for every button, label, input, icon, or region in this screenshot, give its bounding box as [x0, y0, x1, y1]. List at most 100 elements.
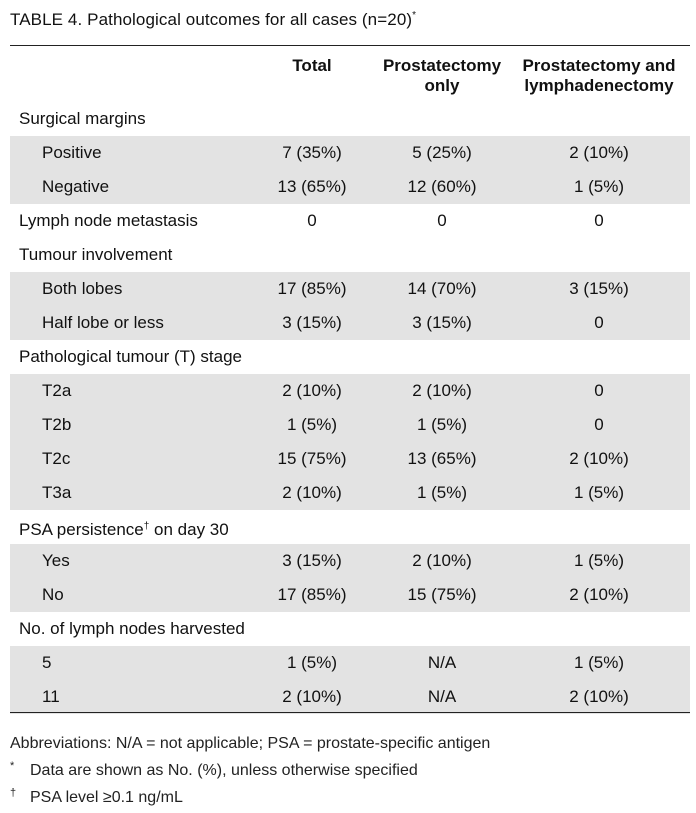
- row-label-text: T2a: [42, 381, 72, 400]
- cell-prostatectomy-only: 12 (60%): [407, 177, 477, 196]
- row-label: T2a: [42, 374, 71, 408]
- cell-prostatectomy-only: 14 (70%): [407, 279, 477, 298]
- row-label: Both lobes: [42, 272, 122, 306]
- cell-prostatectomy-only: 5 (25%): [412, 143, 472, 162]
- header-total: Total: [250, 56, 374, 76]
- cell-prostatectomy-lymphadenectomy: 2 (10%): [569, 687, 629, 706]
- row-label: Yes: [42, 544, 70, 578]
- row-label-text: 5: [42, 653, 52, 672]
- table-group-row: Surgical margins: [10, 102, 690, 136]
- row-label-text: Pathological tumour (T) stage: [19, 347, 242, 366]
- cell-prostatectomy-only: 2 (10%): [412, 381, 472, 400]
- abbreviations-note: Abbreviations: N/A = not applicable; PSA…: [10, 735, 491, 752]
- row-label-text: Positive: [42, 143, 102, 162]
- cell-prostatectomy-lymphadenectomy: 1 (5%): [573, 177, 625, 196]
- cell-prostatectomy-lymphadenectomy: 1 (5%): [573, 551, 625, 570]
- table-row: T3a 2 (10%) 1 (5%) 1 (5%): [10, 476, 690, 510]
- row-label-text: T3a: [42, 483, 72, 502]
- row-label: 5: [42, 646, 51, 680]
- table-body: Surgical margins Positive 7 (35%) 5 (25%) 2 …: [10, 102, 690, 714]
- cell-prostatectomy-lymphadenectomy: 1 (5%): [573, 653, 625, 672]
- table-row: 5 1 (5%) N/A 1 (5%): [10, 646, 690, 680]
- row-label-text: Both lobes: [42, 279, 123, 298]
- cell-prostatectomy-lymphadenectomy: 0: [594, 313, 604, 332]
- row-label-text: No: [42, 585, 64, 604]
- cell-prostatectomy-lymphadenectomy: 0: [594, 381, 604, 400]
- cell-prostatectomy-lymphadenectomy: 0: [594, 211, 604, 230]
- cell-total: 7 (35%): [282, 143, 342, 162]
- cell-prostatectomy-only: 1 (5%): [416, 483, 468, 502]
- cell-prostatectomy-only: 2 (10%): [412, 551, 472, 570]
- cell-prostatectomy-only: 3 (15%): [412, 313, 472, 332]
- row-label-suffix: on day 30: [149, 520, 229, 539]
- cell-total: 0: [307, 211, 317, 230]
- cell-total: 3 (15%): [282, 313, 342, 332]
- row-label-text: No. of lymph nodes harvested: [19, 619, 245, 638]
- table-group-row: Pathological tumour (T) stage: [10, 340, 690, 374]
- cell-prostatectomy-only: 13 (65%): [407, 449, 477, 468]
- cell-prostatectomy-lymphadenectomy: 3 (15%): [569, 279, 629, 298]
- cell-total: 1 (5%): [286, 653, 338, 672]
- cell-prostatectomy-lymphadenectomy: 2 (10%): [569, 143, 629, 162]
- header-prostatectomy-only-line2: only: [424, 76, 460, 95]
- cell-prostatectomy-lymphadenectomy: 0: [594, 415, 604, 434]
- table-row: 11 2 (10%) N/A 2 (10%): [10, 680, 690, 714]
- cell-total: 17 (85%): [277, 279, 347, 298]
- table-row: Half lobe or less 3 (15%) 3 (15%) 0: [10, 306, 690, 340]
- row-label-text: PSA persistence: [19, 520, 144, 539]
- row-label-text: Yes: [42, 551, 70, 570]
- header-prostatectomy-only: Prostatectomy only: [372, 56, 512, 96]
- table-group-row: PSA persistence† on day 30: [10, 510, 690, 544]
- row-label-text: Lymph node metastasis: [19, 211, 198, 230]
- header-prostatectomy-lymphadenectomy: Prostatectomy and lymphadenectomy: [512, 56, 686, 96]
- row-label: 11: [42, 680, 60, 714]
- row-label: T2c: [42, 442, 70, 476]
- cell-prostatectomy-only: N/A: [427, 687, 457, 706]
- footnote-mark: †: [10, 787, 17, 799]
- cell-prostatectomy-only: 15 (75%): [407, 585, 477, 604]
- cell-total: 2 (10%): [282, 483, 342, 502]
- row-label-footnote-mark: †: [143, 521, 150, 532]
- cell-prostatectomy-lymphadenectomy: 2 (10%): [569, 449, 629, 468]
- cell-total: 1 (5%): [286, 415, 338, 434]
- table-row: Lymph node metastasis 0 0 0: [10, 204, 690, 238]
- header-prostatectomy-lymph-line2: lymphadenectomy: [524, 76, 674, 95]
- table-label: TABLE 4.: [10, 10, 83, 29]
- table-row: Yes 3 (15%) 2 (10%) 1 (5%): [10, 544, 690, 578]
- row-label: Lymph node metastasis: [19, 204, 198, 238]
- row-label: Half lobe or less: [42, 306, 164, 340]
- cell-total: 3 (15%): [282, 551, 342, 570]
- caption-footnote-mark: *: [412, 10, 417, 21]
- row-label-text: 11: [42, 687, 60, 706]
- cell-total: 2 (10%): [282, 381, 342, 400]
- footnote-asterisk: * Data are shown as No. (%), unless other…: [10, 755, 490, 782]
- cell-total: 2 (10%): [282, 687, 342, 706]
- bottom-rule: [10, 712, 690, 713]
- cell-total: 15 (75%): [277, 449, 347, 468]
- table-row: T2a 2 (10%) 2 (10%) 0: [10, 374, 690, 408]
- table-group-row: Tumour involvement: [10, 238, 690, 272]
- row-label: Tumour involvement: [19, 238, 172, 272]
- row-label: Positive: [42, 136, 102, 170]
- row-label-text: T2b: [42, 415, 72, 434]
- cell-prostatectomy-lymphadenectomy: 1 (5%): [573, 483, 625, 502]
- footnotes: Abbreviations: N/A = not applicable; PSA…: [10, 732, 490, 809]
- cell-prostatectomy-only: N/A: [427, 653, 457, 672]
- row-label: No. of lymph nodes harvested: [19, 612, 245, 646]
- row-label: Pathological tumour (T) stage: [19, 340, 242, 374]
- table-title: TABLE 4. Pathological outcomes for all c…: [10, 10, 416, 30]
- table-header-row: Total Prostatectomy only Prostatectomy a…: [10, 56, 690, 100]
- cell-prostatectomy-only: 0: [437, 211, 447, 230]
- footnote-dagger: † PSA level ≥0.1 ng/mL: [10, 782, 490, 809]
- table-row: T2c 15 (75%) 13 (65%) 2 (10%): [10, 442, 690, 476]
- table-row: Both lobes 17 (85%) 14 (70%) 3 (15%): [10, 272, 690, 306]
- header-prostatectomy-only-line1: Prostatectomy: [382, 56, 502, 75]
- row-label: No: [42, 578, 64, 612]
- row-label-text: T2c: [42, 449, 71, 468]
- row-label: Negative: [42, 170, 109, 204]
- cell-prostatectomy-lymphadenectomy: 2 (10%): [569, 585, 629, 604]
- cell-prostatectomy-only: 1 (5%): [416, 415, 468, 434]
- table-group-row: No. of lymph nodes harvested: [10, 612, 690, 646]
- header-prostatectomy-lymph-line1: Prostatectomy and: [522, 56, 676, 75]
- table-caption: Pathological outcomes for all cases (n=2…: [87, 10, 413, 29]
